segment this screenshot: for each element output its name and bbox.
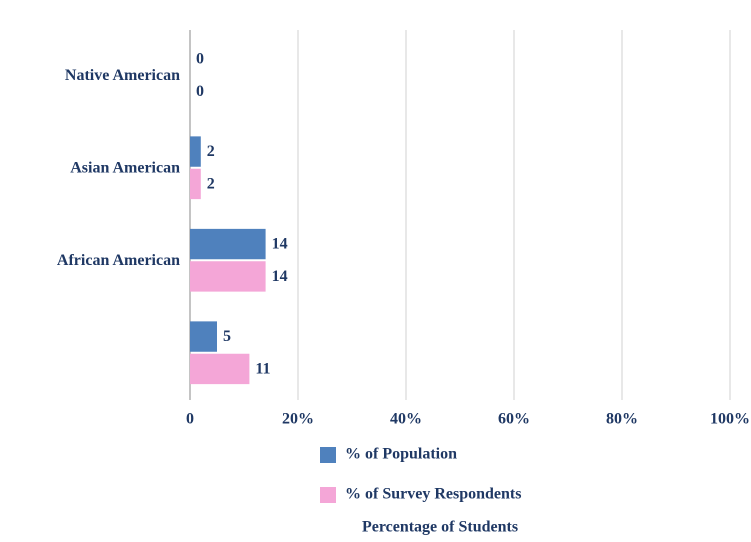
x-tick-label: 0 [186,411,194,428]
data-label: 0 [196,83,204,100]
x-tick-label: 40% [390,411,422,428]
x-axis-title: Percentage of Students [362,519,518,536]
x-tick-label: 80% [606,411,638,428]
data-label: 14 [272,268,288,285]
x-tick-label: 20% [282,411,314,428]
x-tick-label: 100% [710,411,750,428]
bar [190,321,217,352]
y-tick-label: African American [57,252,180,269]
data-label: 2 [207,176,215,193]
y-tick-label: Native American [65,67,180,84]
legend-label: % of Population [345,446,457,463]
x-tick-label: 60% [498,411,530,428]
data-label: 14 [272,236,288,253]
legend-swatch [320,487,336,503]
legend-swatch [320,447,336,463]
y-tick-label: Asian American [70,159,180,176]
bar [190,353,250,385]
data-label: 0 [196,51,204,68]
bar [190,136,201,167]
bar [190,168,201,200]
bar [190,228,266,260]
data-label: 5 [223,328,231,345]
legend-label: % of Survey Respondents [345,486,521,503]
data-label: 11 [255,361,270,378]
data-label: 2 [207,143,215,160]
bar [190,261,266,292]
